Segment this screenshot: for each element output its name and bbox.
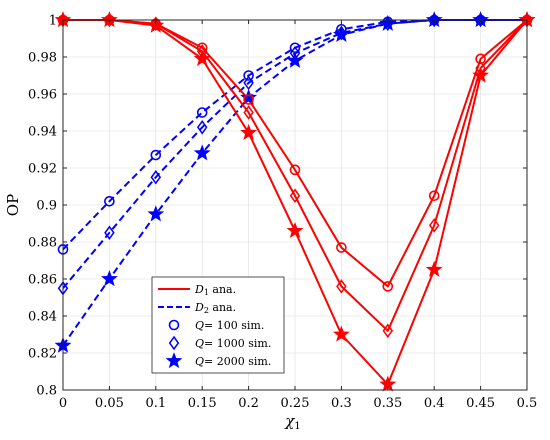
x-axis-label-subscript: 1 xyxy=(294,421,300,432)
y-tick-label: 0.9 xyxy=(36,199,57,214)
y-tick-label: 0.96 xyxy=(28,88,57,103)
data-point-d2-circle xyxy=(196,107,208,118)
series-line-d1-diamond xyxy=(63,19,528,332)
x-axis-label-symbol: χ xyxy=(284,412,295,430)
data-point-d2-circle xyxy=(104,196,115,207)
x-tick-label: 0.5 xyxy=(517,396,538,411)
data-point-d1-star xyxy=(332,325,350,342)
data-point-d2-star xyxy=(147,205,165,222)
y-tick-label: 0.82 xyxy=(28,347,57,362)
legend-diamond-marker xyxy=(168,335,180,351)
data-point-d1-circle xyxy=(289,164,301,176)
y-tick-label: 0.84 xyxy=(28,310,57,325)
data-point-d1-circle xyxy=(336,242,347,253)
data-point-d2-circle xyxy=(243,70,254,81)
x-tick-label: 0.15 xyxy=(188,396,217,411)
data-point-d1-diamond xyxy=(150,16,162,31)
x-tick-label: 0.4 xyxy=(424,396,445,411)
y-tick-label: 0.94 xyxy=(28,125,57,140)
y-axis-label: OP xyxy=(4,194,22,216)
data-point-d1-star xyxy=(193,50,211,67)
y-tick-label: 0.98 xyxy=(28,51,57,66)
legend-entry-label: Q= 1000 sim. xyxy=(195,337,271,350)
legend-entry-symbol: D xyxy=(194,283,204,296)
data-point-d1-star xyxy=(147,16,165,33)
legend-entry-label: Q= 2000 sim. xyxy=(195,355,271,368)
x-tick-label: 0 xyxy=(59,396,67,411)
data-point-d1-diamond xyxy=(382,323,394,339)
x-tick-label: 0.1 xyxy=(145,396,166,411)
data-point-d2-circle xyxy=(150,149,162,161)
data-point-d1-circle xyxy=(382,281,394,292)
legend-star-marker xyxy=(165,352,183,369)
legend-entry-text: ana. xyxy=(209,301,236,314)
data-point-d1-diamond xyxy=(289,188,301,204)
x-tick-label: 0.05 xyxy=(95,396,124,411)
x-tick-label: 0.45 xyxy=(466,396,495,411)
data-point-d1-star xyxy=(472,66,490,83)
data-point-d1-circle xyxy=(243,94,254,105)
data-point-d2-diamond xyxy=(336,25,347,41)
data-point-d2-diamond xyxy=(150,169,162,185)
data-point-d2-star xyxy=(240,88,258,105)
legend-entry-symbol: Q xyxy=(195,319,204,332)
data-point-d1-star xyxy=(286,222,304,239)
y-tick-label: 0.86 xyxy=(28,273,57,288)
data-point-d1-diamond xyxy=(336,279,347,294)
y-tick-label: 1 xyxy=(49,14,57,29)
y-tick-label: 0.8 xyxy=(36,384,57,399)
x-tick-label: 0.3 xyxy=(331,396,352,411)
data-point-d1-star xyxy=(240,124,258,141)
legend-circle-marker xyxy=(168,319,180,331)
legend-entry-label: D1 ana. xyxy=(194,283,236,297)
data-point-d1-circle xyxy=(428,190,440,202)
data-point-d1-diamond xyxy=(243,105,254,120)
data-point-d2-star xyxy=(286,51,304,68)
legend-entry-label: Q= 100 sim. xyxy=(195,319,264,332)
grid xyxy=(63,20,527,390)
legend-entry-label: D2 ana. xyxy=(194,301,236,315)
x-axis-label: χ1 xyxy=(284,412,300,432)
x-tick-label: 0.35 xyxy=(373,396,402,411)
x-tick-label: 0.25 xyxy=(281,396,310,411)
data-point-d2-star xyxy=(100,270,118,287)
data-point-d1-star xyxy=(425,260,443,277)
legend-entry-text: = 2000 sim. xyxy=(204,355,271,368)
data-point-d2-star xyxy=(193,144,211,161)
data-point-d1-diamond xyxy=(428,218,440,233)
legend-entry-text: = 1000 sim. xyxy=(204,337,271,350)
tick-layer: 0 0.05 0.1 0.15 0.2 0.25 0.3 0.35 0.4 0.45 0.5 0.8 0… xyxy=(28,14,537,412)
legend-entry-subscript: 2 xyxy=(204,306,209,315)
legend: D1 ana.D2 ana.Q= 100 sim.Q= 1000 sim.Q= … xyxy=(151,276,285,374)
data-point-d2-diamond xyxy=(104,225,115,241)
data-point-d2-diamond xyxy=(196,120,208,135)
legend-entry-subscript: 1 xyxy=(204,288,209,297)
y-tick-label: 0.88 xyxy=(28,236,57,251)
legend-entry-symbol: D xyxy=(194,301,204,314)
legend-entry-symbol: Q xyxy=(195,337,204,350)
legend-entry-text: ana. xyxy=(209,283,236,296)
y-tick-label: 0.92 xyxy=(28,162,57,177)
legend-entry-symbol: Q xyxy=(195,355,204,368)
x-tick-label: 0.2 xyxy=(238,396,259,411)
legend-entry-text: = 100 sim. xyxy=(204,319,264,332)
data-point-d2-star xyxy=(332,25,350,42)
